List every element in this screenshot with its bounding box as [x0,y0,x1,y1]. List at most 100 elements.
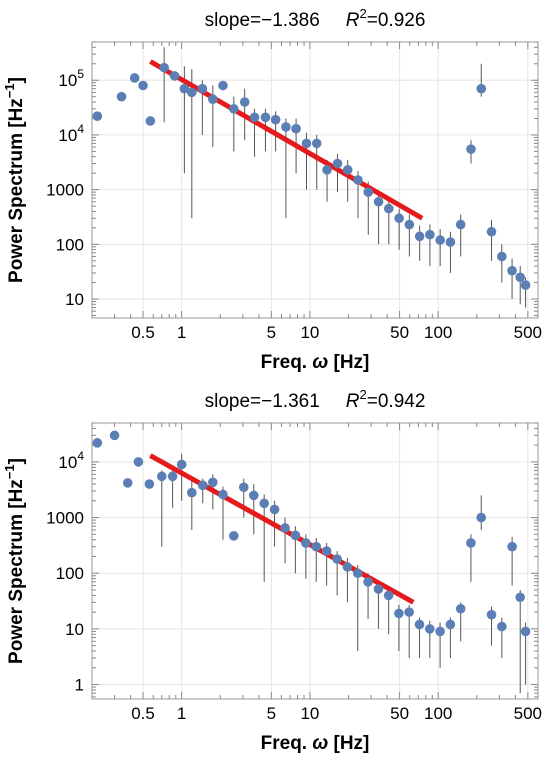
data-point [520,626,531,637]
chart-title: slope=−1.361 R2=0.942 [205,387,426,412]
data-point [373,196,384,207]
data-point [197,480,208,491]
x-tick-label: 1 [177,323,186,342]
data-point [424,624,435,634]
data-point [445,237,456,247]
data-point [394,213,404,224]
y-tick-label: 104 [58,122,84,145]
x-tick-label: 1 [177,704,186,723]
data-point [92,438,103,448]
data-point [156,471,167,482]
data-point [353,175,363,185]
data-point [218,489,228,500]
x-tick-label: 10 [300,704,319,723]
data-point [187,87,197,98]
data-point [332,158,343,169]
fit-line [149,59,424,221]
data-point [179,83,190,94]
data-point [363,577,373,587]
x-tick-label: 100 [424,704,452,723]
data-point [229,104,239,114]
data-point [507,265,517,276]
y-axis-title: Power Spectrum [Hz−1] [2,77,27,283]
data-point [445,619,456,630]
data-point [249,112,260,123]
y-tick-label: 10 [65,290,84,309]
data-point [311,138,322,149]
data-point [383,590,394,601]
data-point [92,111,103,122]
data-point [332,554,342,564]
data-point [352,568,363,579]
data-point [321,546,332,556]
data-point [291,123,301,134]
axis-ticks [91,41,539,318]
data-point [259,498,269,509]
data-point [455,603,466,614]
data-point [229,531,239,541]
data-point [187,487,197,498]
data-point [373,584,384,594]
data-point [280,523,290,533]
data-point [208,94,218,105]
data-point [466,144,476,154]
data-point [138,80,148,91]
data-point [129,73,140,83]
data-point [239,97,250,107]
x-axis-title: Freq. ω [Hz] [261,352,370,373]
data-point [116,91,127,102]
data-point [486,226,497,237]
data-point [176,459,187,470]
data-point [169,71,180,81]
data-point [208,477,218,488]
data-point [394,608,404,619]
data-point [515,592,526,603]
data-point [342,562,353,572]
data-point [311,541,322,552]
x-axis-title: Freq. ω [Hz] [261,733,370,754]
data-point [466,538,476,548]
power-spectrum-chart-top: 0.5 1 5 10 50 100 500 10 100 1000 104 105 slope=−1.3… [2,6,542,373]
x-tick-label: 100 [424,323,452,342]
data-point [197,83,208,94]
data-point [167,471,178,482]
data-point [342,165,353,175]
data-point [218,80,228,91]
x-tick-label: 500 [514,323,542,342]
data-point [290,530,301,541]
y-tick-label: 1000 [46,181,84,200]
plot-frame [91,422,539,700]
y-tick-label: 100 [56,235,84,254]
grid [92,42,538,318]
data-point [414,619,425,630]
data-point [455,219,466,230]
x-tick-label: 5 [267,704,276,723]
y-tick-label: 100 [56,564,84,583]
data-point [159,62,169,73]
data-point [122,478,133,488]
data-point [269,504,280,515]
data-point [133,457,144,467]
data-point [515,272,526,283]
y-tick-label: 105 [58,67,84,90]
data-point [507,541,517,552]
data-point [322,165,332,175]
data-points [92,430,531,637]
data-point [425,229,435,240]
data-point [281,122,291,132]
data-point [486,609,497,620]
data-point [435,626,445,637]
data-point [301,538,311,548]
data-point [404,219,415,230]
data-point [363,187,374,197]
x-tick-label: 50 [390,323,409,342]
y-axis-title: Power Spectrum [Hz−1] [2,458,27,664]
data-point [145,116,156,126]
x-tick-label: 5 [267,323,276,342]
chart-title: slope=−1.386 R2=0.926 [205,6,426,31]
data-points [92,62,531,290]
data-point [238,482,249,493]
data-point [476,83,487,94]
data-point [476,512,487,523]
